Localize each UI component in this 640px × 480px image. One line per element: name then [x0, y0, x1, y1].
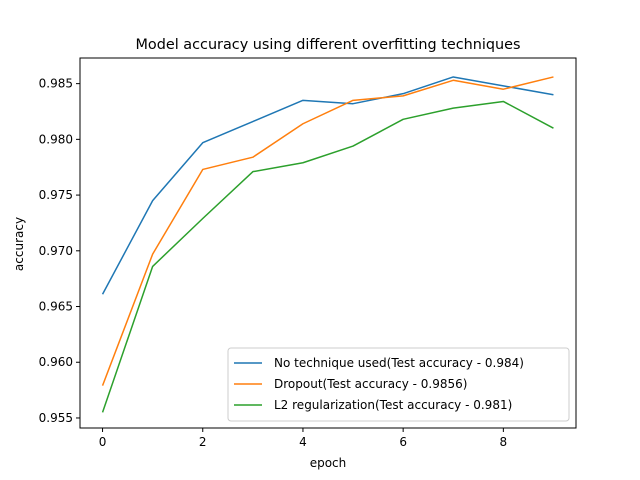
y-axis-label: accuracy [12, 217, 26, 271]
y-tick-label: 0.985 [39, 77, 73, 91]
legend-label-3: L2 regularization(Test accuracy - 0.981) [274, 398, 512, 412]
chart-title: Model accuracy using different overfitti… [136, 37, 521, 53]
legend-label-1: No technique used(Test accuracy - 0.984) [274, 356, 524, 370]
x-tick-label: 0 [99, 435, 107, 449]
ticks-layer: 0 2 4 6 8 0.955 0.960 0.965 0.970 0.975 0.980 0.985 [39, 77, 508, 449]
y-tick-label: 0.955 [39, 411, 73, 425]
legend-label-2: Dropout(Test accuracy - 0.9856) [274, 377, 467, 391]
y-tick-label: 0.960 [39, 355, 73, 369]
x-tick-label: 6 [399, 435, 407, 449]
x-axis-label: epoch [310, 456, 347, 470]
legend-box [227, 347, 570, 422]
x-tick-label: 4 [299, 435, 307, 449]
x-tick-label: 2 [199, 435, 207, 449]
series-line-3 [101, 100, 554, 413]
series-line-1 [101, 76, 554, 295]
y-tick-label: 0.970 [39, 244, 73, 258]
y-tick-label: 0.980 [39, 132, 73, 146]
legend: No technique used(Test accuracy - 0.984)… [227, 347, 570, 422]
x-tick-label: 8 [500, 435, 508, 449]
y-tick-label: 0.975 [39, 188, 73, 202]
y-tick-label: 0.965 [39, 300, 73, 314]
plot-frame [79, 57, 577, 429]
series-line-2 [101, 76, 554, 386]
series-layer [101, 76, 554, 413]
